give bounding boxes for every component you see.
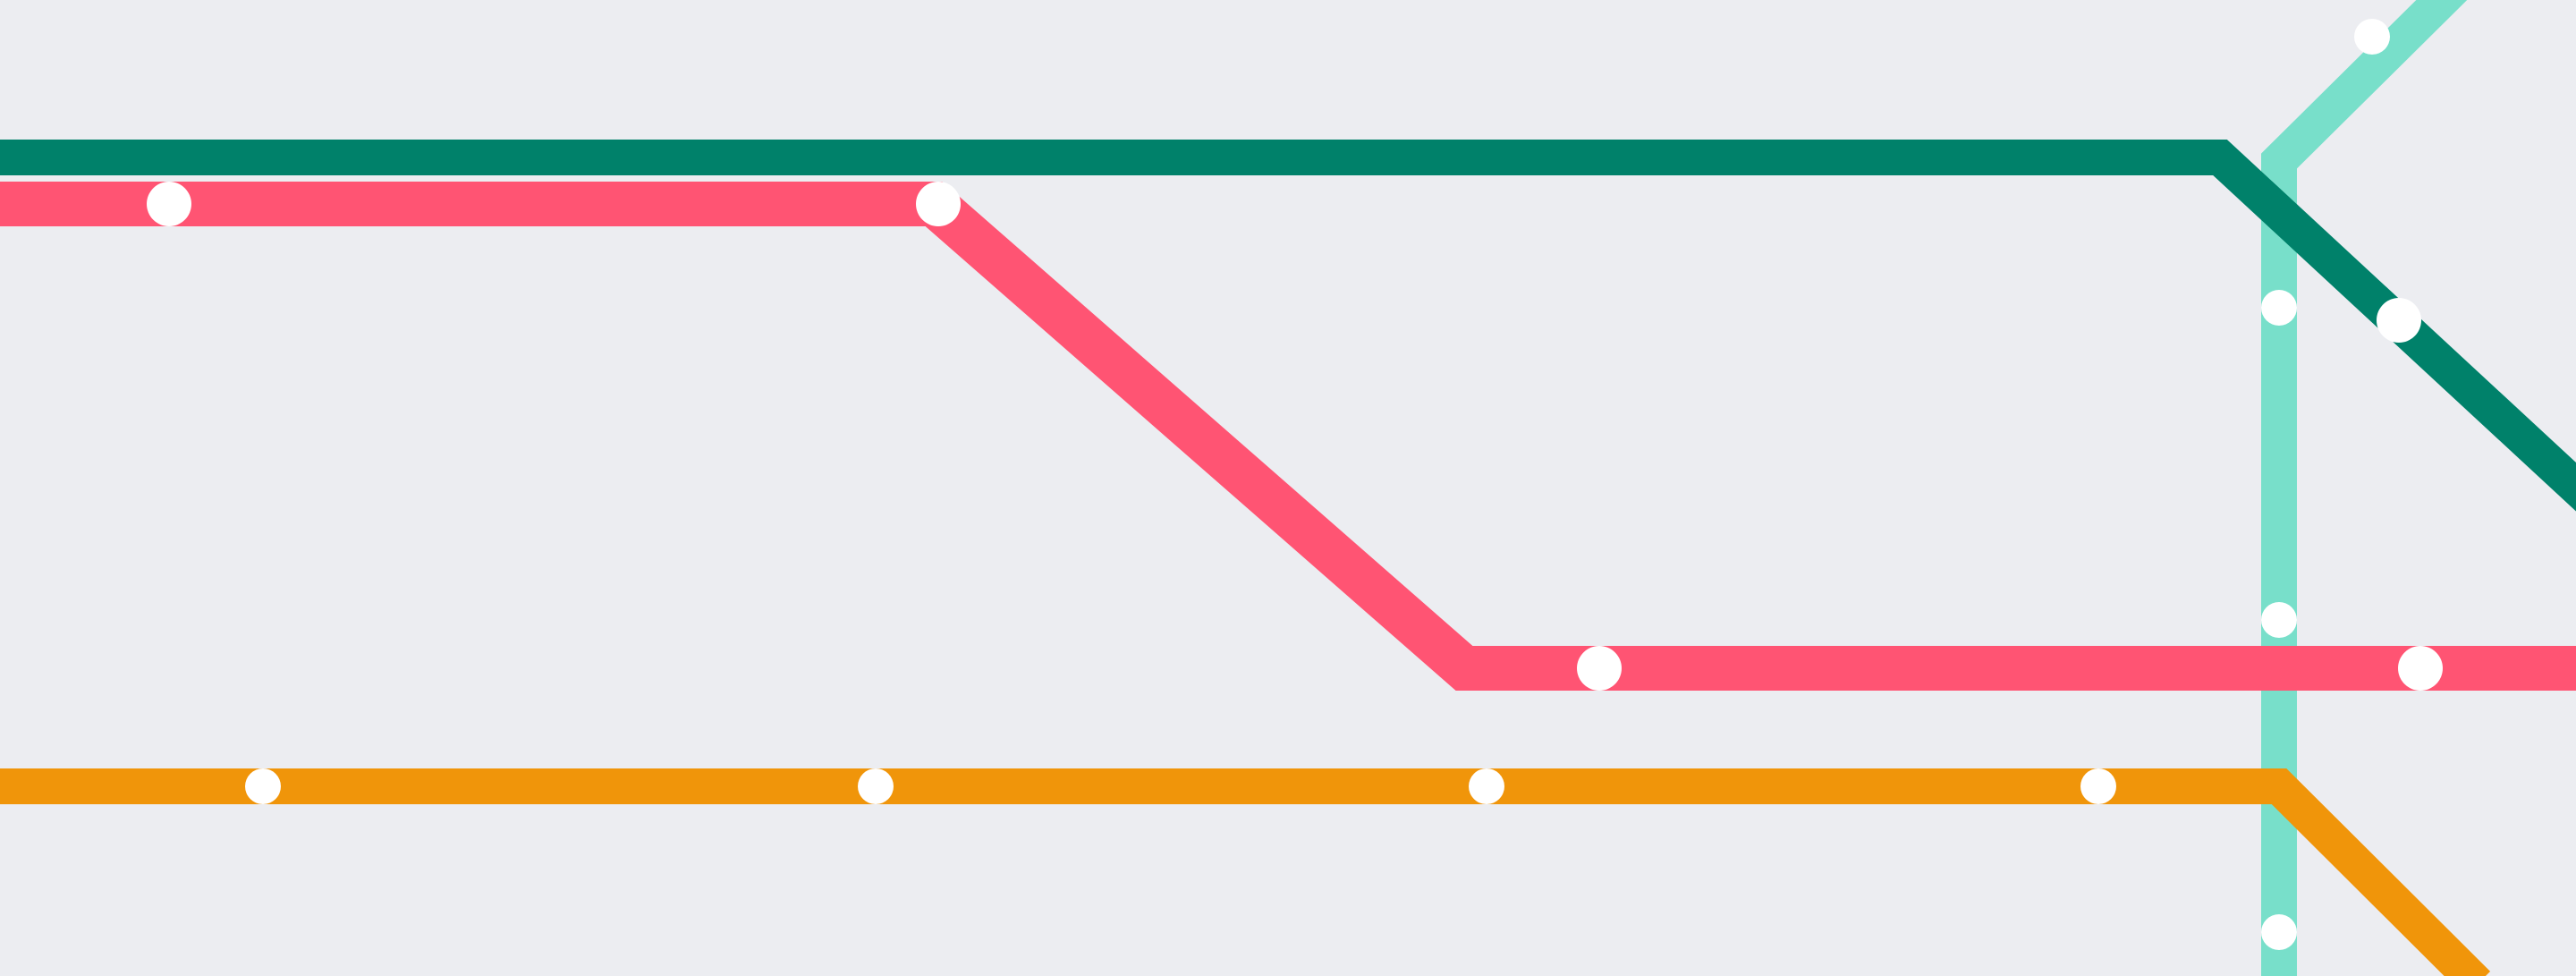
pink-line-route[interactable] [0,182,2576,691]
pink-station-2[interactable] [916,182,961,226]
teal-station-2[interactable] [2261,290,2297,326]
teal-station-4[interactable] [2261,914,2297,950]
orange-station-4[interactable] [2080,768,2116,804]
orange-line-route[interactable] [0,768,2491,976]
teal-station-3[interactable] [2261,602,2297,638]
teal-line-route[interactable] [2261,0,2468,976]
pink-station-1[interactable] [147,182,191,226]
teal-station-1[interactable] [2354,19,2390,55]
orange-station-1[interactable] [245,768,281,804]
stations-layer [147,19,2443,950]
dark-green-line-route[interactable] [0,140,2576,512]
pink-station-3[interactable] [1577,646,1622,691]
green-station-1[interactable] [2377,298,2421,343]
pink-station-4[interactable] [2398,646,2443,691]
orange-station-2[interactable] [858,768,894,804]
orange-station-3[interactable] [1469,768,1504,804]
